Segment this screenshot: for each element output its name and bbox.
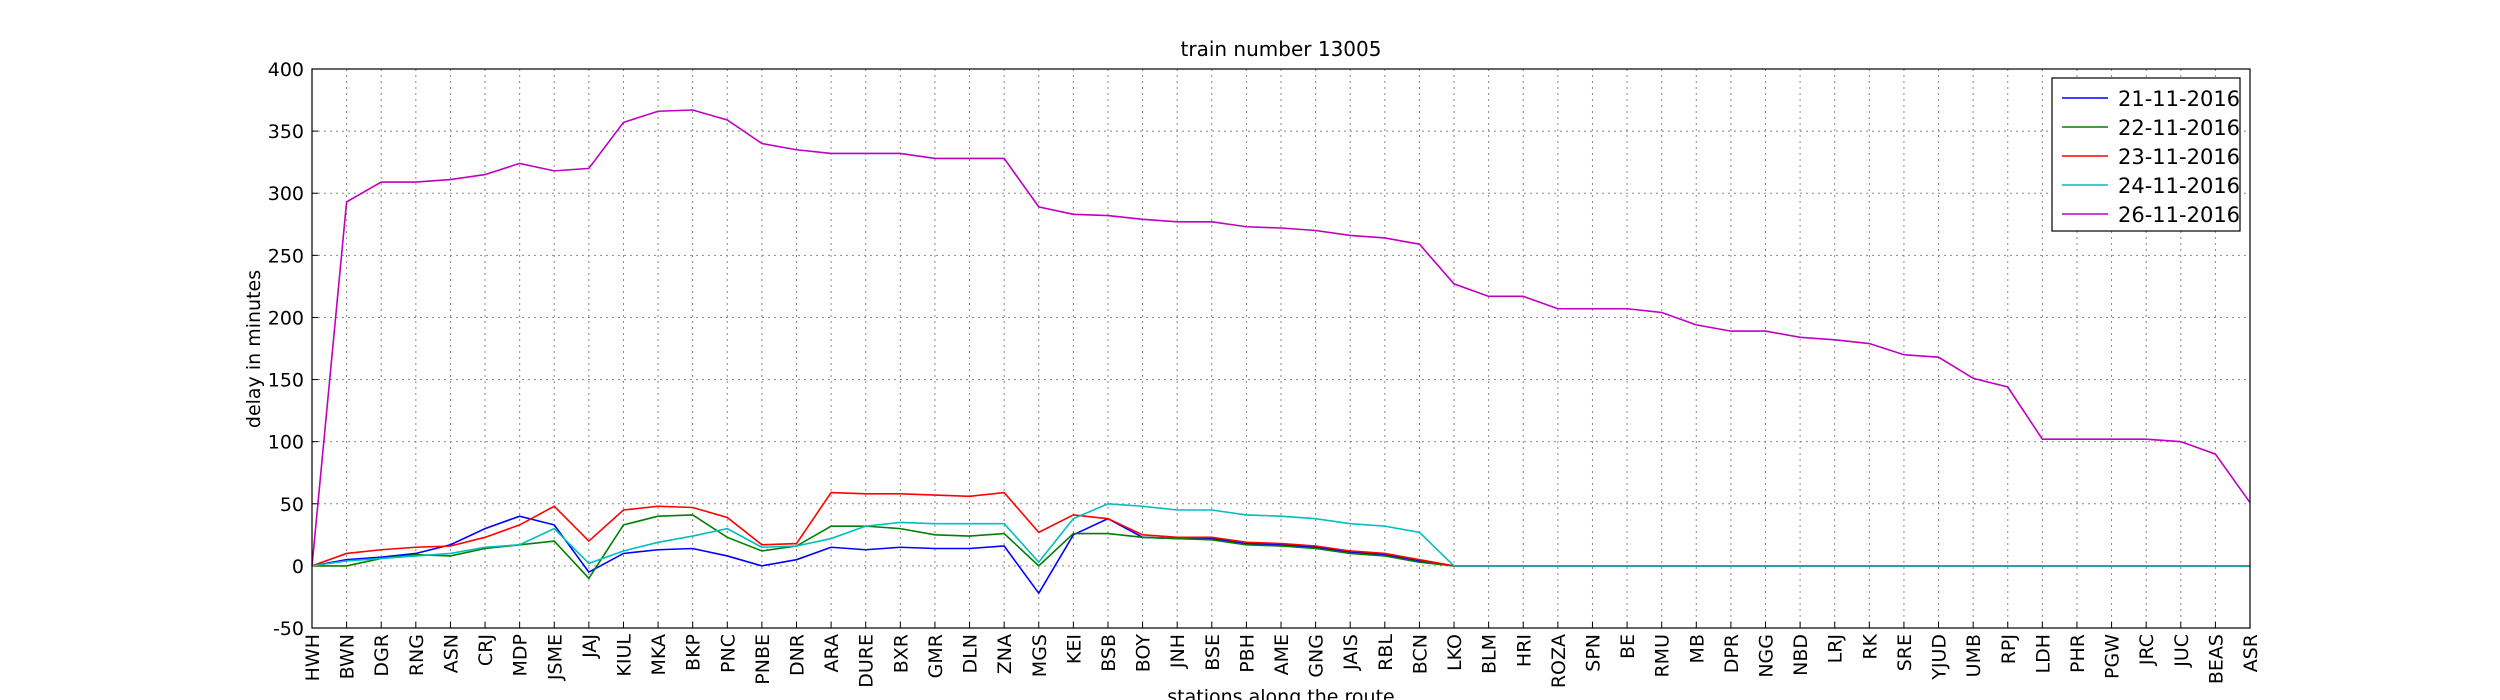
data-line [311,491,2250,567]
data-line [311,109,2251,566]
x-tick-label: BKP [683,634,705,671]
x-tick-label: PBH [1236,634,1258,673]
x-tick-label: JUC [2171,634,2193,668]
x-tick-label: DGR [371,634,393,677]
x-tick-label: LDH [2032,634,2054,674]
x-tick-label: BOY [1133,634,1155,673]
x-tick-label: PGW [2102,634,2124,679]
x-tick-label: DPR [1721,634,1743,673]
y-tick-label: 0 [292,556,304,578]
x-tick-label: RPJ [1998,634,2020,664]
x-tick-label: BSB [1098,634,1120,672]
x-tick-label: RNG [406,634,428,676]
legend-label: 26-11-2016 [2118,203,2240,227]
x-tick-label: JNH [1167,634,1189,669]
x-tick-label: DLN [960,634,982,673]
x-tick-label: ASR [2240,634,2262,672]
y-tick-label: 50 [280,494,304,516]
x-tick-label: ROZA [1548,634,1570,688]
x-tick-label: MKA [648,634,670,676]
x-axis-label: stations along the route [1167,686,1394,700]
x-tick-label: GNG [1306,634,1328,678]
x-tick-label: SPN [1582,634,1604,672]
x-tick-label: LKO [1444,634,1466,671]
x-tick-label: DNR [787,634,809,676]
x-tick-label: DURE [856,634,878,688]
x-tick-label: ZNA [994,634,1016,674]
legend-label: 24-11-2016 [2118,174,2240,198]
x-tick-label: PNBE [752,634,774,685]
x-tick-label: GMR [925,634,947,678]
x-tick-label: JRC [2136,634,2158,666]
x-tick-label: MB [1686,634,1708,663]
legend-label: 23-11-2016 [2118,145,2240,169]
x-tick-label: RK [1859,633,1881,659]
x-tick-label: BLM [1479,634,1501,674]
x-tick-label: BCN [1409,634,1431,674]
y-tick-label: 400 [268,59,304,81]
x-tick-label: YJUD [1929,634,1951,681]
x-tick-label: ASN [440,634,462,673]
y-tick-label: 300 [268,183,304,205]
x-tick-label: UMB [1963,634,1985,677]
x-tick-label: MGS [1029,634,1051,677]
y-tick-label: 150 [268,370,304,392]
x-tick-label: KIUL [613,634,635,677]
x-tick-label: RBL [1375,634,1397,671]
x-tick-label: JAIS [1340,634,1362,671]
y-tick-label: 250 [268,245,304,267]
plot-frame [311,68,2251,629]
legend-label: 22-11-2016 [2118,116,2240,140]
x-tick-label: BWN [337,634,359,679]
y-tick-label: 350 [268,121,304,143]
x-tick-label: BXR [890,634,912,673]
x-tick-label: HRI [1513,634,1535,667]
x-tick-label: NBD [1790,634,1812,676]
legend-box [2051,77,2241,232]
x-tick-label: PNC [717,634,739,673]
legend-label: 21-11-2016 [2118,87,2240,111]
x-tick-label: LRJ [1825,634,1847,663]
legend: 21-11-2016 22-11-2016 23-11-2016 24-11-2016… [2051,77,2241,232]
x-tick-label: SRE [1894,634,1916,671]
x-tick-label: RMU [1652,634,1674,678]
x-tick-label: JAJ [579,634,601,659]
x-tick-label: CRJ [475,634,497,666]
x-tick-label: NGG [1756,634,1778,678]
x-tick-label: KEI [1063,634,1085,664]
x-tick-label: ARA [821,634,843,672]
x-tick-label: HWH [302,634,324,681]
y-axis-label: delay in minutes [243,270,265,428]
x-tick-label: AME [1271,634,1293,675]
y-tick-label: 200 [268,307,304,329]
chart-title: train number 13005 [1181,37,1382,61]
x-tick-label: BE [1617,634,1639,659]
x-tick-label: MDP [510,634,532,676]
y-tick-label: -50 [273,618,304,640]
y-tick-label: 100 [268,432,304,454]
x-tick-label: BEAS [2205,634,2227,684]
x-tick-label: PHR [2067,634,2089,673]
data-line [311,502,2250,567]
x-tick-label: BSE [1202,634,1224,671]
x-tick-label: JSME [544,634,566,681]
